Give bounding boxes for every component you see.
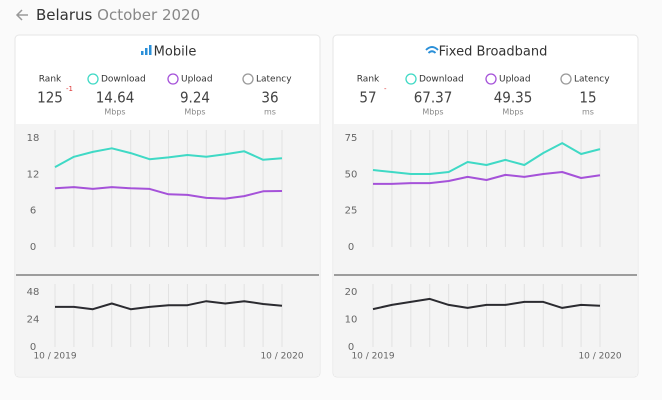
stat-value: 14.64 [96, 89, 135, 107]
header-title: Belarus October 2020 [36, 6, 200, 24]
stat-icon [485, 73, 497, 85]
y-tick-label: 75 [345, 133, 358, 144]
line-series [54, 186, 283, 200]
stat-value: 57 [359, 89, 376, 107]
stat-unit: ms [264, 108, 276, 117]
stat-icon [405, 73, 417, 85]
line-series [54, 147, 283, 168]
panel-title: Mobile [154, 45, 197, 60]
stat-icon [87, 73, 99, 85]
stat-label: Download [419, 75, 464, 85]
signal-icon [149, 45, 152, 55]
panel-title: Fixed Broadband [439, 45, 548, 60]
x-tick-label: 10 / 2020 [260, 352, 303, 362]
stat-value: 36 [261, 89, 278, 107]
period: October 2020 [97, 6, 200, 24]
y-tick-label: 24 [27, 315, 40, 326]
wifi-icon [425, 46, 439, 54]
stat-icon [242, 73, 254, 85]
x-tick-label: 10 / 2019 [351, 352, 394, 362]
stat-value: 67.37 [414, 89, 453, 107]
y-tick-label: 12 [27, 169, 40, 180]
line-series [372, 142, 601, 175]
stat-unit: ms [582, 108, 594, 117]
country: Belarus [36, 6, 93, 24]
signal-icon [145, 48, 148, 55]
line-series [373, 171, 601, 185]
y-tick-label: 0 [348, 342, 354, 353]
rank-change: -1 [66, 85, 73, 93]
stat-unit: Mbps [502, 108, 523, 117]
y-tick-label: 50 [345, 169, 358, 180]
stat-unit: Mbps [422, 108, 443, 117]
stat-icon [167, 73, 179, 85]
stat-label: Latency [574, 75, 610, 85]
y-tick-label: 10 [345, 315, 358, 326]
y-tick-label: 25 [345, 206, 358, 217]
y-tick-label: 0 [30, 342, 36, 353]
stat-value: 125 [37, 89, 63, 107]
stat-unit: Mbps [184, 108, 205, 117]
y-tick-label: 20 [345, 287, 358, 298]
stat-value: 49.35 [494, 89, 533, 107]
stat-label: Upload [499, 75, 531, 85]
rank-change: - [384, 85, 387, 93]
chart-area [334, 124, 637, 376]
stat-value: 15 [579, 89, 596, 107]
x-tick-label: 10 / 2020 [578, 352, 621, 362]
stat-icon [560, 73, 572, 85]
y-tick-label: 0 [30, 242, 36, 253]
signal-icon [141, 51, 144, 55]
back-arrow[interactable] [15, 9, 28, 21]
stat-label: Download [101, 75, 146, 85]
stat-value: 9.24 [180, 89, 210, 107]
line-series [372, 297, 601, 311]
x-tick-label: 10 / 2019 [33, 352, 76, 362]
y-tick-label: 18 [27, 133, 40, 144]
stat-unit: Mbps [104, 108, 125, 117]
line-series [55, 300, 283, 311]
y-tick-label: 0 [348, 242, 354, 253]
stat-label: Rank [39, 75, 62, 85]
stat-label: Upload [181, 75, 213, 85]
stat-label: Rank [357, 75, 380, 85]
chart-area [16, 124, 319, 376]
stat-label: Latency [256, 75, 292, 85]
y-tick-label: 48 [27, 287, 40, 298]
y-tick-label: 6 [30, 206, 36, 217]
